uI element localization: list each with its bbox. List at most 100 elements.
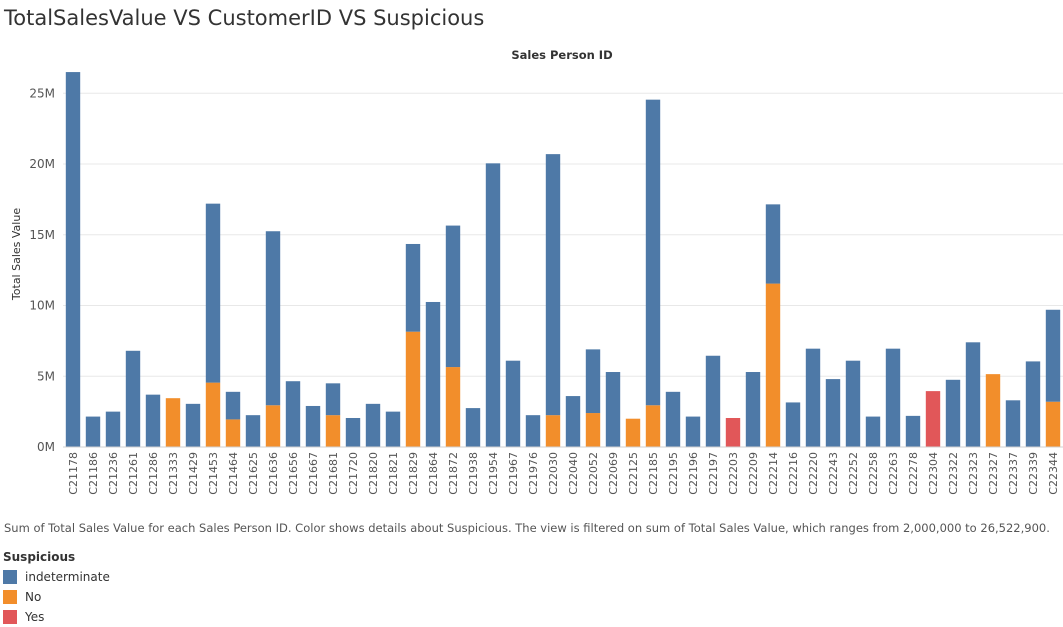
x-tick-label: C21667	[307, 452, 320, 495]
x-tick-label: C22040	[567, 452, 580, 495]
bar-segment-indeterminate[interactable]	[345, 417, 361, 447]
bar-segment-indeterminate[interactable]	[825, 379, 841, 447]
bar-segment-indeterminate[interactable]	[445, 225, 461, 368]
bar-segment-indeterminate[interactable]	[905, 415, 921, 447]
bar-segment-indeterminate[interactable]	[945, 379, 961, 447]
legend-item-indeterminate[interactable]: indeterminate	[3, 567, 110, 587]
y-tick-label: 10M	[29, 299, 55, 313]
x-tick-label: C22030	[547, 452, 560, 495]
legend-label: Yes	[25, 610, 45, 624]
bar-segment-indeterminate[interactable]	[265, 231, 281, 406]
bar-segment-indeterminate[interactable]	[385, 411, 401, 447]
x-tick-label: C22185	[647, 452, 660, 495]
x-tick-label: C21333	[167, 452, 180, 495]
x-tick-label: C22327	[987, 452, 1000, 495]
bar-segment-no[interactable]	[225, 419, 241, 447]
bar-segment-no[interactable]	[445, 367, 461, 447]
bar-segment-indeterminate[interactable]	[405, 243, 421, 332]
x-tick-label: C21178	[67, 452, 80, 495]
bar-segment-indeterminate[interactable]	[685, 416, 701, 447]
x-tick-label: C22197	[707, 452, 720, 495]
bar-segment-indeterminate[interactable]	[465, 408, 481, 447]
bar-segment-yes[interactable]	[925, 391, 941, 447]
bar-segment-indeterminate[interactable]	[805, 348, 821, 447]
x-tick-label: C22195	[667, 452, 680, 495]
x-tick-label: C22214	[767, 452, 780, 495]
bar-segment-yes[interactable]	[725, 417, 741, 447]
x-tick-label: C21261	[127, 452, 140, 495]
x-tick-label: C21872	[447, 452, 460, 495]
y-tick-label: 25M	[29, 86, 55, 100]
bar-segment-indeterminate[interactable]	[1045, 309, 1061, 402]
bar-segment-indeterminate[interactable]	[305, 405, 321, 447]
bar-segment-no[interactable]	[265, 405, 281, 447]
bar-segment-indeterminate[interactable]	[705, 355, 721, 447]
bar-segment-indeterminate[interactable]	[65, 72, 81, 448]
x-tick-label: C21186	[87, 452, 100, 495]
bar-segment-indeterminate[interactable]	[285, 381, 301, 447]
bar-segment-no[interactable]	[765, 283, 781, 447]
bar-segment-indeterminate[interactable]	[1005, 400, 1021, 447]
bar-segment-indeterminate[interactable]	[605, 372, 621, 447]
bar-segment-no[interactable]	[585, 413, 601, 447]
legend-item-no[interactable]: No	[3, 587, 110, 607]
bar-segment-indeterminate[interactable]	[325, 383, 341, 416]
bar-segment-indeterminate[interactable]	[225, 391, 241, 420]
x-tick-label: C21720	[347, 452, 360, 495]
bar-segment-indeterminate[interactable]	[885, 348, 901, 447]
x-tick-label: C21429	[187, 452, 200, 495]
x-tick-label: C21821	[387, 452, 400, 495]
bar-segment-indeterminate[interactable]	[245, 415, 261, 447]
bar-segment-indeterminate[interactable]	[425, 301, 441, 447]
bar-segment-no[interactable]	[985, 374, 1001, 447]
bar-segment-indeterminate[interactable]	[745, 372, 761, 447]
bar-segment-indeterminate[interactable]	[485, 163, 501, 447]
bar-segment-indeterminate[interactable]	[185, 403, 201, 447]
x-tick-label: C21954	[487, 452, 500, 495]
bar-segment-indeterminate[interactable]	[365, 403, 381, 447]
bar-segment-indeterminate[interactable]	[785, 402, 801, 447]
bar-segment-no[interactable]	[325, 415, 341, 447]
bar-segment-indeterminate[interactable]	[545, 154, 561, 416]
bar-segment-indeterminate[interactable]	[765, 204, 781, 284]
bar-segment-indeterminate[interactable]	[965, 342, 981, 447]
bar-segment-no[interactable]	[405, 331, 421, 447]
bars	[65, 72, 1061, 448]
x-tick-label: C22052	[587, 452, 600, 495]
bar-segment-no[interactable]	[165, 398, 181, 447]
bar-segment-indeterminate[interactable]	[505, 360, 521, 447]
legend: Suspicious indeterminate No Yes	[3, 550, 110, 627]
bar-segment-no[interactable]	[645, 405, 661, 447]
bar-segment-indeterminate[interactable]	[585, 349, 601, 414]
y-tick-label: 5M	[37, 369, 55, 383]
bar-segment-no[interactable]	[625, 418, 641, 447]
bar-segment-indeterminate[interactable]	[645, 99, 661, 406]
x-tick-label: C22323	[967, 452, 980, 495]
x-tick-label: C22203	[727, 452, 740, 495]
x-axis: C21178 C21186 C21236 C21261 C21286 C21333 C214…	[63, 446, 1063, 495]
bar-segment-no[interactable]	[205, 382, 221, 447]
x-tick-label: C21656	[287, 452, 300, 495]
bar-segment-indeterminate[interactable]	[865, 416, 881, 447]
bar-segment-indeterminate[interactable]	[665, 391, 681, 447]
x-tick-label: C21681	[327, 452, 340, 495]
bar-segment-indeterminate[interactable]	[1025, 361, 1041, 447]
bar-segment-indeterminate[interactable]	[85, 416, 101, 447]
bar-segment-indeterminate[interactable]	[525, 415, 541, 447]
legend-title: Suspicious	[3, 550, 76, 564]
x-tick-label: C22216	[787, 452, 800, 495]
bar-segment-indeterminate[interactable]	[565, 396, 581, 447]
bar-segment-indeterminate[interactable]	[125, 350, 141, 447]
bar-segment-indeterminate[interactable]	[105, 411, 121, 447]
x-tick-label: C22337	[1007, 452, 1020, 495]
bar-segment-indeterminate[interactable]	[145, 394, 161, 447]
legend-item-yes[interactable]: Yes	[3, 607, 110, 627]
bar-segment-no[interactable]	[545, 415, 561, 447]
bar-segment-indeterminate[interactable]	[205, 203, 221, 383]
bar-segment-indeterminate[interactable]	[845, 360, 861, 447]
x-tick-label: C21636	[267, 452, 280, 495]
bar-segment-no[interactable]	[1045, 401, 1061, 447]
legend-swatch	[3, 570, 17, 584]
stacked-bar-chart: Sales Person ID Total Sales Value 0M 5M 10…	[10, 48, 1063, 495]
chart-title: TotalSalesValue VS CustomerID VS Suspici…	[4, 6, 485, 30]
